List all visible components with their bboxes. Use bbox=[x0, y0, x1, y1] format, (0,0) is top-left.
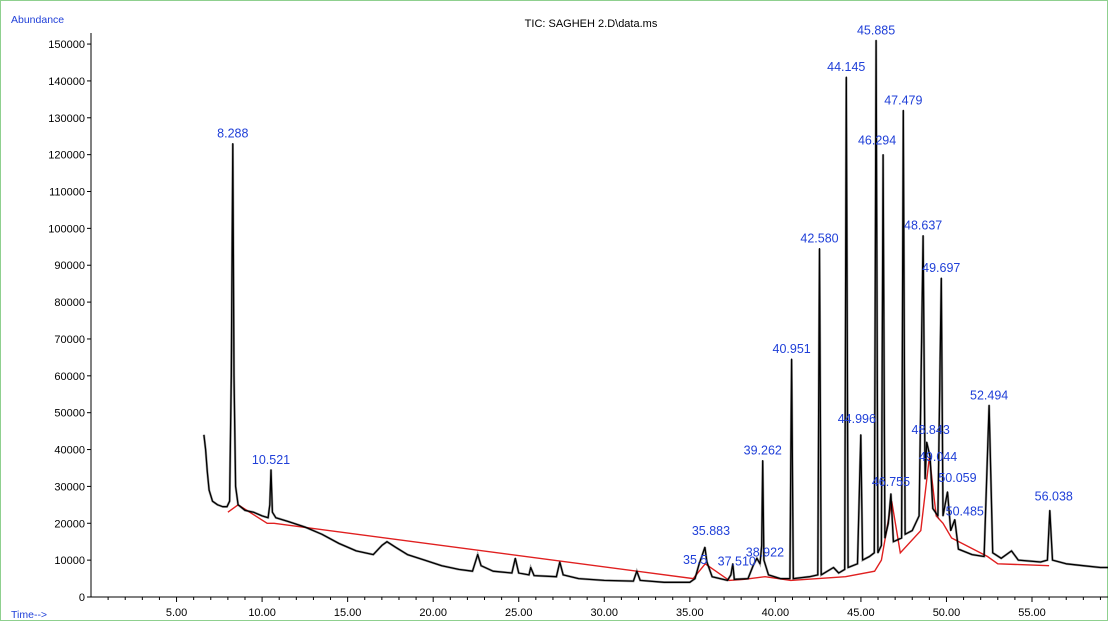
y-axis-ticks: 0 10000 20000 30000 40000 50000 60000 70000 8000… bbox=[48, 39, 91, 604]
peak-label: 37.510 bbox=[718, 554, 756, 568]
x-tick-label: 30.00 bbox=[591, 607, 619, 619]
peak-label: 48.843 bbox=[912, 423, 950, 437]
baseline-layer bbox=[227, 456, 1050, 582]
peak-label: 8.288 bbox=[217, 127, 248, 141]
peak-label: 47.479 bbox=[884, 93, 922, 107]
x-tick-label: 35.00 bbox=[676, 607, 704, 619]
integration-baseline bbox=[227, 456, 1050, 582]
peak-label: 50.485 bbox=[946, 505, 984, 519]
y-tick-label: 20000 bbox=[54, 518, 85, 530]
y-tick-label: 50000 bbox=[54, 408, 85, 420]
y-axis-title: Abundance bbox=[11, 14, 64, 26]
peak-label: 46.294 bbox=[858, 134, 896, 148]
y-tick-label: 70000 bbox=[54, 334, 85, 346]
peak-label: 49.697 bbox=[922, 261, 960, 275]
peak-label: 38.922 bbox=[746, 545, 784, 559]
y-tick-label: 120000 bbox=[48, 150, 85, 162]
y-tick-label: 110000 bbox=[49, 187, 85, 199]
tic-trace-noise bbox=[202, 40, 1108, 584]
x-tick-label: 10.00 bbox=[248, 607, 276, 619]
y-tick-label: 30000 bbox=[54, 481, 85, 493]
peak-label: 44.145 bbox=[827, 60, 865, 74]
x-axis-title: Time--> bbox=[11, 609, 47, 621]
y-tick-label: 150000 bbox=[48, 39, 85, 51]
peak-label: 35.883 bbox=[692, 524, 730, 538]
x-tick-label: 45.00 bbox=[847, 607, 875, 619]
chart-title: TIC: SAGHEH 2.D\data.ms bbox=[525, 18, 658, 30]
x-tick-label: 50.00 bbox=[933, 607, 961, 619]
peak-label: 35.5 bbox=[683, 553, 707, 567]
trace-layer bbox=[202, 39, 1108, 584]
peak-label: 44.996 bbox=[838, 412, 876, 426]
peak-label: 46.755 bbox=[872, 475, 910, 489]
y-tick-label: 90000 bbox=[54, 260, 85, 272]
y-tick-label: 100000 bbox=[48, 223, 85, 235]
y-tick-label: 40000 bbox=[54, 445, 85, 457]
x-tick-label: 5.00 bbox=[166, 607, 187, 619]
x-tick-label: 20.00 bbox=[419, 607, 447, 619]
y-tick-label: 130000 bbox=[48, 113, 85, 125]
peak-label: 39.262 bbox=[744, 444, 782, 458]
peak-label: 45.885 bbox=[857, 23, 895, 37]
peak-label: 48.637 bbox=[904, 219, 942, 233]
peak-label: 42.580 bbox=[800, 232, 838, 246]
x-axis-ticks: 5.00 10.00 15.00 20.00 25.00 30.00 35.00 40.00 4… bbox=[107, 597, 1101, 619]
y-tick-label: 10000 bbox=[54, 555, 85, 567]
x-tick-label: 25.00 bbox=[505, 607, 533, 619]
peak-label: 52.494 bbox=[970, 388, 1008, 402]
x-tick-label: 15.00 bbox=[334, 607, 362, 619]
x-tick-label: 40.00 bbox=[762, 607, 790, 619]
x-tick-label: 55.00 bbox=[1018, 607, 1046, 619]
y-tick-label: 0 bbox=[79, 592, 85, 604]
peak-label: 40.951 bbox=[773, 342, 811, 356]
y-tick-label: 140000 bbox=[48, 76, 85, 88]
tic-trace bbox=[203, 39, 1108, 583]
peak-label: 50.059 bbox=[938, 471, 976, 485]
y-tick-label: 80000 bbox=[54, 297, 85, 309]
peak-label: 10.521 bbox=[252, 453, 290, 467]
peak-label: 56.038 bbox=[1035, 489, 1073, 503]
y-tick-label: 60000 bbox=[54, 371, 85, 383]
peak-label: 49.044 bbox=[919, 450, 957, 464]
